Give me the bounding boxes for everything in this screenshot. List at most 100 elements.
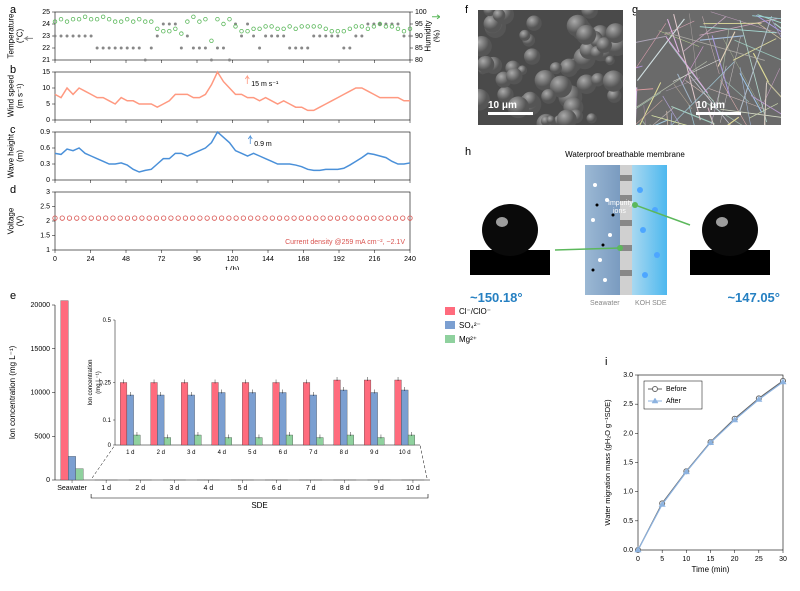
svg-text:10000: 10000 (31, 390, 51, 397)
svg-text:3.0: 3.0 (623, 372, 633, 379)
svg-text:1 d: 1 d (126, 450, 134, 456)
svg-text:100: 100 (415, 9, 427, 16)
svg-text:2.5: 2.5 (623, 401, 633, 408)
svg-text:25: 25 (755, 556, 763, 563)
seawater-label: Seawater (590, 300, 620, 307)
svg-text:Ion concentration: Ion concentration (88, 359, 94, 405)
svg-text:3 d: 3 d (169, 485, 179, 492)
svg-text:8 d: 8 d (340, 450, 348, 456)
scale-bar-g (696, 112, 741, 115)
svg-text:Ion concentration (mg L⁻¹): Ion concentration (mg L⁻¹) (8, 345, 17, 439)
svg-text:0: 0 (53, 256, 57, 263)
svg-text:95: 95 (415, 21, 423, 28)
svg-text:10 d: 10 d (399, 450, 411, 456)
svg-text:48: 48 (122, 256, 130, 263)
svg-text:t (h): t (h) (225, 265, 240, 270)
svg-text:120: 120 (227, 256, 239, 263)
svg-text:1.5: 1.5 (623, 460, 633, 467)
svg-text:2 d: 2 d (135, 485, 145, 492)
svg-text:7 d: 7 d (306, 485, 316, 492)
svg-text:15: 15 (707, 556, 715, 563)
svg-text:72: 72 (158, 256, 166, 263)
svg-text:192: 192 (333, 256, 345, 263)
svg-text:10: 10 (682, 556, 690, 563)
svg-text:24: 24 (42, 21, 50, 28)
right-contact-angle: ~147.05° (727, 290, 780, 305)
svg-text:23: 23 (42, 33, 50, 40)
svg-text:5 d: 5 d (248, 450, 256, 456)
svg-text:90: 90 (415, 33, 423, 40)
svg-text:22: 22 (42, 45, 50, 52)
svg-text:0.5: 0.5 (623, 518, 633, 525)
scale-text-g: 10 μm (696, 100, 725, 111)
svg-text:0: 0 (108, 443, 112, 449)
svg-text:Water migration mass (gH₂O g⁻¹: Water migration mass (gH₂O g⁻¹SDE) (603, 399, 612, 526)
koh-label: KOH SDE (635, 300, 667, 307)
svg-text:0.5: 0.5 (103, 318, 112, 324)
svg-text:20000: 20000 (31, 302, 51, 309)
svg-text:0.3: 0.3 (40, 161, 50, 168)
svg-text:10 d: 10 d (406, 485, 420, 492)
svg-text:0.0: 0.0 (623, 547, 633, 554)
membrane-schematic: Waterproof breathable membrane (460, 150, 790, 340)
svg-text:0.6: 0.6 (40, 145, 50, 152)
svg-text:4 d: 4 d (204, 485, 214, 492)
svg-text:15: 15 (42, 69, 50, 76)
svg-text:9 d: 9 d (374, 485, 384, 492)
svg-text:0: 0 (636, 556, 640, 563)
svg-text:Voltage: Voltage (7, 207, 16, 234)
svg-text:168: 168 (298, 256, 310, 263)
svg-text:2 d: 2 d (157, 450, 165, 456)
svg-text:0: 0 (46, 477, 50, 484)
svg-text:5: 5 (46, 101, 50, 108)
panel-f-label: f (465, 4, 468, 16)
svg-text:1: 1 (46, 247, 50, 254)
svg-text:0.9: 0.9 (40, 129, 50, 136)
svg-text:Wave height: Wave height (7, 133, 16, 178)
svg-text:0: 0 (46, 117, 50, 124)
svg-text:30: 30 (779, 556, 787, 563)
svg-text:(m s⁻¹): (m s⁻¹) (16, 83, 25, 108)
svg-text:1 d: 1 d (101, 485, 111, 492)
svg-text:6 d: 6 d (272, 485, 282, 492)
svg-text:1.0: 1.0 (623, 489, 633, 496)
svg-text:1.5: 1.5 (40, 233, 50, 240)
svg-text:3 d: 3 d (187, 450, 195, 456)
svg-text:Time (min): Time (min) (692, 565, 730, 574)
svg-text:8 d: 8 d (340, 485, 350, 492)
svg-text:2.5: 2.5 (40, 204, 50, 211)
svg-text:5000: 5000 (34, 433, 50, 440)
svg-text:6 d: 6 d (279, 450, 287, 456)
svg-text:5: 5 (660, 556, 664, 563)
svg-text:4 d: 4 d (218, 450, 226, 456)
svg-text:After: After (666, 398, 681, 405)
time-series-charts: 2122232425Temperature(°C)80859095100Humi… (0, 0, 440, 270)
svg-text:25: 25 (42, 9, 50, 16)
svg-text:Current density @259 mA cm⁻²,: Current density @259 mA cm⁻², ~2.1V (285, 239, 405, 246)
water-migration-chart: 0.00.51.01.52.02.53.0051015202530Time (m… (598, 360, 798, 585)
svg-text:Humidity: Humidity (424, 20, 433, 51)
svg-text:85: 85 (415, 45, 423, 52)
svg-text:15000: 15000 (31, 346, 51, 353)
svg-text:20: 20 (731, 556, 739, 563)
svg-text:21: 21 (42, 57, 50, 64)
sem-image-g: 10 μm (636, 10, 781, 125)
svg-text:0.9 m: 0.9 m (254, 141, 272, 148)
svg-text:0.1: 0.1 (103, 418, 112, 424)
svg-text:0: 0 (46, 177, 50, 184)
left-contact-angle: ~150.18° (470, 290, 523, 305)
svg-text:5 d: 5 d (238, 485, 248, 492)
scale-bar-f (488, 112, 533, 115)
svg-text:15 m s⁻¹: 15 m s⁻¹ (251, 81, 279, 88)
svg-text:2: 2 (46, 218, 50, 225)
svg-text:(%): (%) (433, 29, 441, 42)
svg-text:216: 216 (369, 256, 381, 263)
svg-text:(m): (m) (16, 150, 25, 162)
svg-text:(V): (V) (16, 215, 25, 226)
svg-text:7 d: 7 d (309, 450, 317, 456)
svg-text:9 d: 9 d (370, 450, 378, 456)
figure-container: { "panel_a": { "label": "a", "y1_label":… (0, 0, 800, 591)
svg-text:3: 3 (46, 189, 50, 196)
svg-text:10: 10 (42, 85, 50, 92)
svg-text:(°C): (°C) (16, 29, 25, 44)
